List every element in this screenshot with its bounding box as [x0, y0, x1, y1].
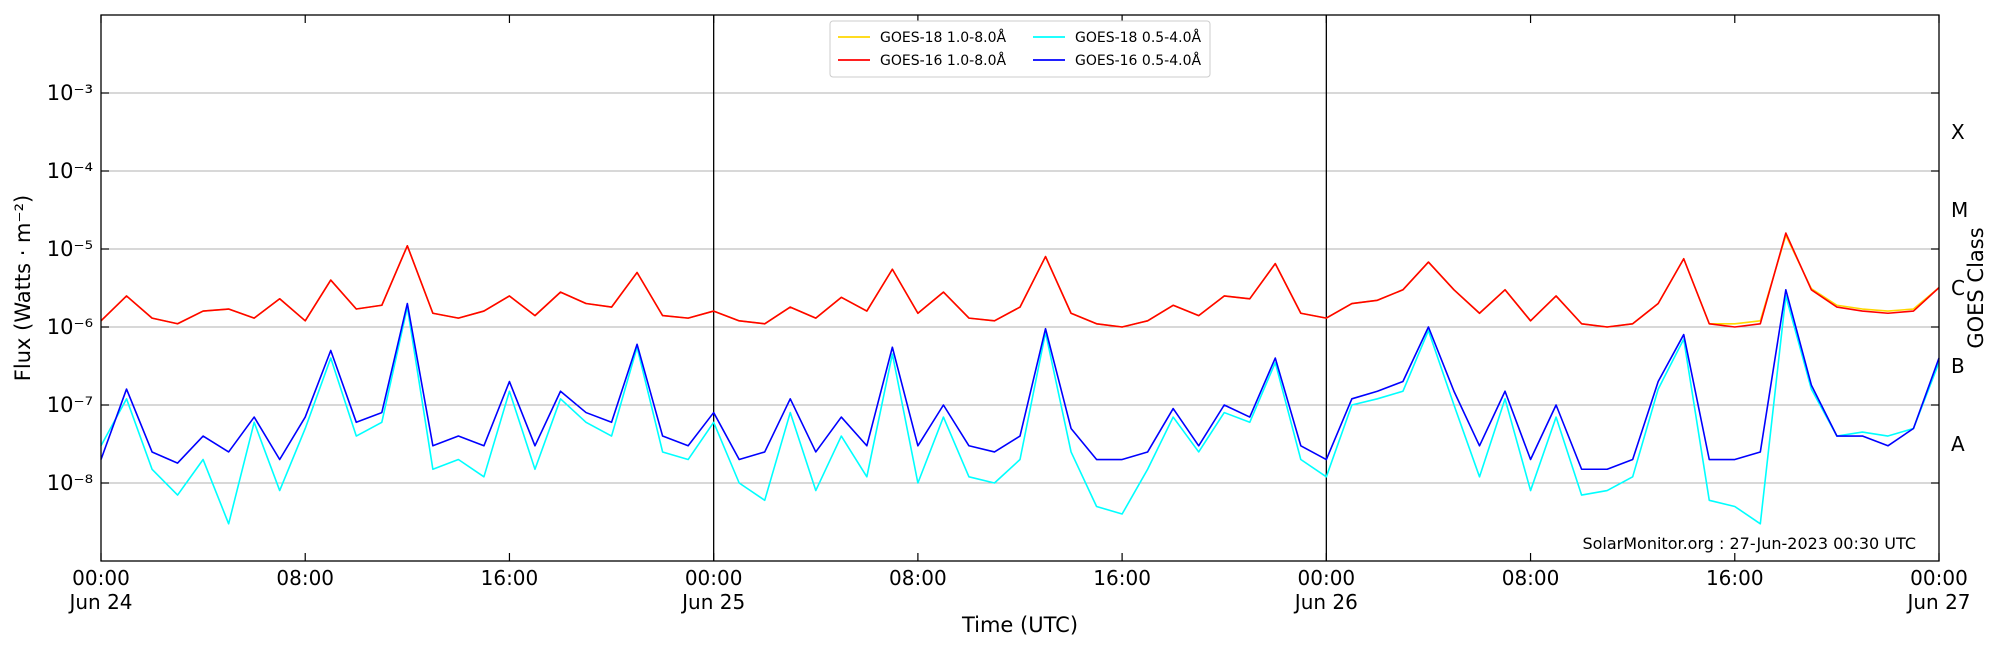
x-tick-label: 08:00: [889, 566, 947, 590]
y-tick-label: 10⁻⁷: [47, 393, 93, 417]
legend-label: GOES-18 1.0-8.0Å: [880, 29, 1006, 46]
plot-frame: [100, 14, 1940, 562]
y2-tick-label: X: [1951, 120, 1965, 144]
y2-axis-label: GOES Class: [1964, 227, 1988, 348]
x-tick-label: 08:00: [276, 566, 335, 590]
y-tick-label: 10⁻⁵: [47, 237, 93, 261]
series-line: [100, 232, 1940, 328]
x-tick-label: 08:00: [1501, 566, 1560, 590]
x-tick-label: 00:00 Jun 26: [1294, 566, 1358, 614]
y-tick-label: 10⁻³: [47, 81, 93, 105]
y-tick-label: 10⁻⁸: [47, 471, 93, 495]
legend-label: GOES-18 0.5-4.0Å: [1075, 29, 1201, 46]
y2-tick-label: A: [1951, 432, 1965, 456]
legend-label: GOES-16 1.0-8.0Å: [880, 52, 1006, 69]
y-tick-label: 10⁻⁴: [47, 159, 93, 183]
x-tick-label: 16:00: [1705, 566, 1764, 590]
x-tick-label: 16:00: [1093, 566, 1151, 590]
series-line: [100, 288, 1940, 471]
x-tick-label: 00:00 Jun 25: [682, 566, 746, 614]
x-tick-label: 00:00 Jun 24: [69, 566, 133, 614]
annotation: SolarMonitor.org : 27-Jun-2023 00:30 UTC: [1582, 534, 1916, 553]
x-tick-label: 00:00 Jun 27: [1907, 566, 1971, 614]
y-axis-label: Flux (Watts · m⁻²): [11, 195, 35, 381]
y2-tick-label: M: [1951, 198, 1968, 222]
y2-tick-label: C: [1951, 276, 1965, 300]
legend-label: GOES-16 0.5-4.0Å: [1075, 52, 1201, 69]
x-tick-label: 16:00: [480, 566, 539, 590]
y-tick-label: 10⁻⁶: [47, 315, 93, 339]
x-axis-label: Time (UTC): [961, 613, 1078, 637]
legend-box: [829, 20, 1211, 78]
y2-tick-label: B: [1951, 354, 1965, 378]
series-line: [100, 295, 1940, 525]
